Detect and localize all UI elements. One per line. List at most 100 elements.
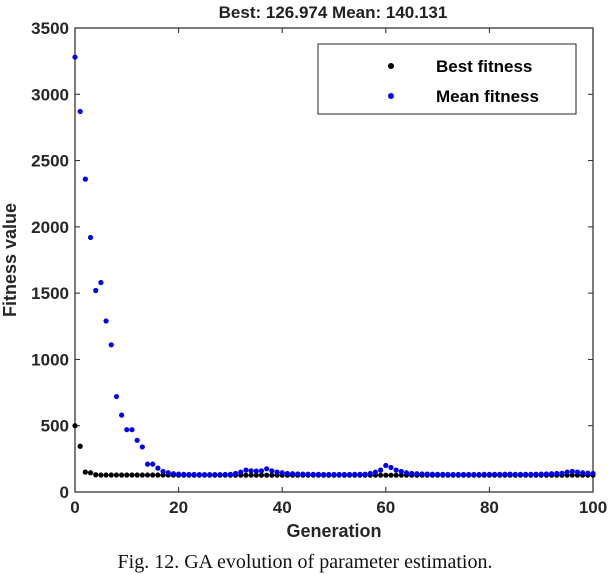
mean-fitness-point — [155, 465, 161, 471]
legend-marker — [388, 93, 394, 99]
best-fitness-point — [243, 472, 249, 478]
mean-fitness-point — [403, 470, 410, 476]
mean-fitness-point — [450, 471, 456, 478]
mean-fitness-point — [497, 471, 503, 477]
mean-fitness-point — [440, 471, 446, 477]
mean-fitness-point — [445, 471, 451, 478]
mean-fitness-point — [372, 469, 379, 475]
mean-fitness-point — [150, 461, 156, 467]
mean-fitness-point — [119, 412, 125, 418]
best-fitness-point — [264, 472, 270, 478]
mean-fitness-point — [393, 467, 399, 473]
y-tick-label: 3500 — [31, 19, 69, 38]
mean-fitness-point — [491, 471, 498, 477]
mean-fitness-point — [269, 468, 275, 474]
legend-box — [317, 43, 577, 115]
mean-fitness-point — [134, 437, 140, 443]
best-fitness-point — [129, 472, 135, 478]
mean-fitness-point — [409, 470, 415, 477]
mean-fitness-point — [274, 469, 280, 475]
mean-fitness-point — [129, 427, 135, 433]
best-fitness-point — [72, 423, 78, 429]
best-fitness-point — [393, 472, 399, 478]
best-fitness-point — [269, 472, 275, 478]
best-fitness-point — [103, 472, 109, 478]
mean-fitness-point — [398, 468, 404, 475]
mean-fitness-point — [590, 470, 596, 477]
mean-fitness-point — [346, 471, 353, 478]
mean-fitness-point — [512, 471, 518, 477]
mean-fitness-point — [181, 471, 187, 477]
mean-fitness-point — [72, 54, 78, 60]
best-fitness-point — [87, 470, 94, 476]
best-fitness-point — [134, 472, 140, 478]
mean-fitness-point — [77, 108, 83, 115]
mean-fitness-point — [124, 427, 130, 433]
best-fitness-point — [124, 472, 130, 478]
mean-fitness-point — [367, 470, 373, 477]
mean-fitness-point — [207, 472, 213, 478]
mean-fitness-point — [289, 471, 296, 477]
y-tick-label: 3000 — [31, 85, 69, 104]
best-fitness-point — [569, 472, 575, 478]
best-fitness-point — [98, 472, 104, 478]
mean-fitness-point — [87, 234, 94, 241]
mean-fitness-point — [264, 466, 270, 472]
y-tick-label: 500 — [41, 417, 69, 436]
mean-fitness-point — [196, 472, 202, 478]
mean-fitness-point — [321, 471, 327, 478]
axes-box — [74, 27, 594, 493]
mean-fitness-point — [362, 471, 368, 477]
mean-fitness-point — [528, 471, 534, 477]
mean-fitness-point — [82, 176, 88, 182]
y-tick-label: 1000 — [31, 350, 69, 369]
mean-fitness-point — [383, 462, 389, 469]
best-fitness-point — [108, 472, 114, 478]
best-fitness-point — [139, 472, 145, 478]
best-fitness-point — [113, 472, 120, 478]
mean-fitness-point — [466, 471, 472, 478]
mean-fitness-point — [502, 471, 508, 477]
mean-fitness-point — [538, 471, 544, 477]
best-fitness-point — [119, 472, 125, 478]
mean-fitness-point — [295, 471, 301, 477]
mean-fitness-point — [279, 470, 285, 476]
mean-fitness-point — [507, 471, 513, 477]
mean-fitness-point — [212, 472, 218, 478]
y-tick-label: 0 — [60, 483, 69, 502]
mean-fitness-point — [300, 471, 306, 477]
y-tick-label: 2000 — [31, 218, 69, 237]
mean-fitness-point — [305, 471, 311, 477]
mean-fitness-point — [559, 470, 565, 476]
best-fitness-point — [398, 472, 404, 478]
mean-fitness-point — [258, 468, 265, 474]
mean-fitness-point — [476, 471, 482, 478]
mean-fitness-point — [201, 472, 208, 478]
best-fitness-point — [150, 472, 156, 478]
mean-fitness-point — [310, 471, 316, 477]
mean-fitness-point — [232, 470, 239, 477]
x-tick-label: 80 — [480, 498, 499, 517]
mean-fitness-point — [113, 393, 120, 400]
best-fitness-point — [160, 472, 166, 478]
y-tick-label: 1500 — [31, 284, 69, 303]
mean-fitness-point — [176, 471, 182, 477]
mean-fitness-point — [471, 471, 477, 478]
mean-fitness-point — [284, 470, 290, 477]
mean-fitness-point — [108, 342, 114, 348]
mean-fitness-point — [564, 469, 570, 475]
mean-fitness-point — [352, 471, 358, 477]
mean-fitness-point — [523, 471, 529, 477]
mean-fitness-point — [103, 318, 109, 324]
y-axis-label: Fitness value — [0, 203, 20, 317]
mean-fitness-point — [378, 467, 384, 473]
mean-fitness-point — [455, 471, 461, 478]
mean-fitness-point — [414, 471, 420, 477]
mean-fitness-point — [554, 470, 560, 477]
x-axis-label: Generation — [286, 521, 381, 541]
mean-fitness-point — [93, 287, 99, 294]
x-tick-label: 100 — [579, 498, 607, 517]
mean-fitness-point — [481, 471, 487, 477]
mean-fitness-point — [388, 464, 394, 471]
